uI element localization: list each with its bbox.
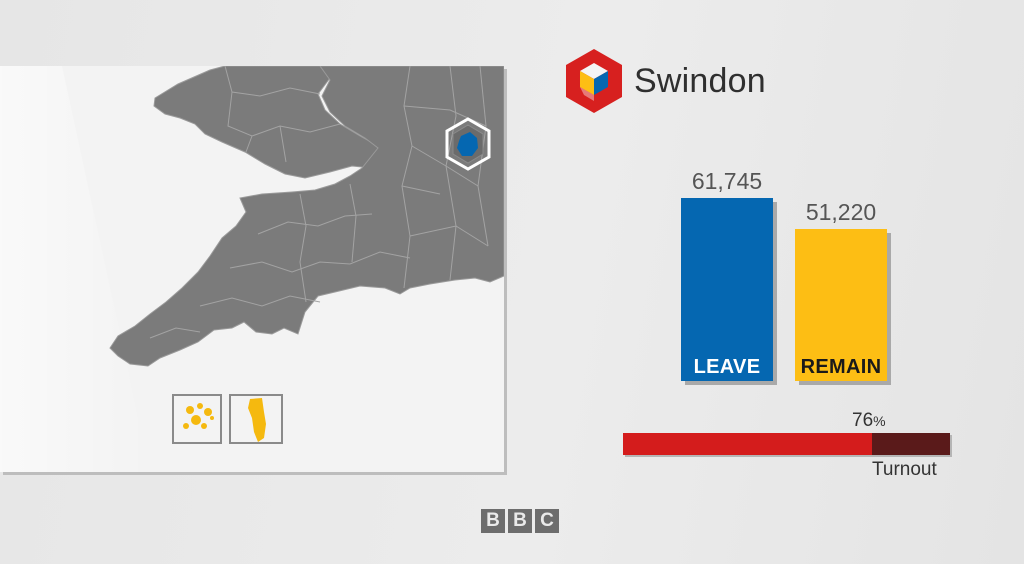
bar-value-remain: 51,220 [805, 199, 877, 226]
scilly-inset [172, 394, 222, 444]
bar-label-leave: LEAVE [693, 356, 761, 378]
bar-value-leave: 61,745 [691, 168, 763, 194]
swindon-highlight [445, 117, 491, 171]
south-west-england-map [0, 66, 504, 472]
bar-remain: REMAIN [795, 229, 887, 381]
gibraltar-inset [229, 394, 283, 444]
turnout-number: 76 [852, 410, 874, 431]
bbc-logo-letter: B [508, 509, 532, 533]
turnout-unit: % [873, 413, 886, 429]
map-panel [0, 66, 504, 472]
bar-label-remain: REMAIN [800, 355, 882, 378]
turnout-label: Turnout [872, 459, 937, 480]
bbc-logo: B B C [481, 509, 559, 533]
result-bar-chart: LEAVE 61,745 REMAIN 51,220 [600, 160, 980, 400]
turnout-bar-fill [623, 433, 872, 455]
boundary-lines [149, 66, 489, 339]
turnout-bar-track [623, 433, 950, 455]
bar-leave: LEAVE [681, 198, 773, 381]
bbc-logo-letter: B [481, 509, 505, 533]
england-region [109, 66, 504, 367]
referendum-logo-icon [566, 49, 622, 113]
light-beam [0, 66, 150, 472]
area-name: Swindon [634, 62, 766, 100]
bbc-logo-letter: C [535, 509, 559, 533]
turnout-value: 76% [852, 410, 886, 432]
